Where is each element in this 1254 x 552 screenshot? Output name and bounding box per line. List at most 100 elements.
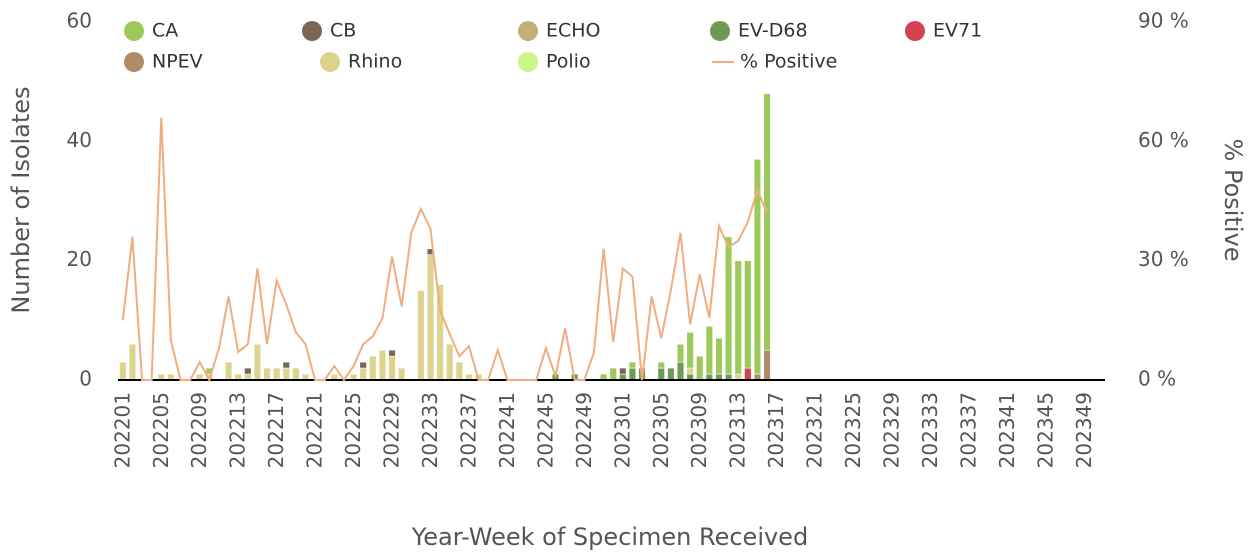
bar-segment	[119, 361, 127, 381]
bar-segment	[667, 367, 675, 381]
x-tick-label: 202333	[918, 392, 942, 468]
line-series	[121, 117, 768, 383]
bar-segment	[369, 355, 377, 381]
legend-marker	[710, 21, 730, 41]
y-tick-label: 40	[67, 128, 92, 152]
x-tick-label: 202305	[649, 392, 673, 468]
y2-tick-label: 30 %	[1138, 247, 1189, 271]
bar-segment	[253, 343, 262, 381]
legend-label: CB	[330, 20, 356, 42]
bar-segment	[388, 349, 396, 357]
legend-marker	[518, 21, 538, 41]
legend-marker	[905, 21, 925, 41]
legend-label: % Positive	[740, 51, 837, 73]
bar-segment	[676, 343, 685, 363]
x-tick-label: 202217	[264, 392, 288, 468]
bar-segment	[619, 367, 627, 375]
legend-label: Polio	[546, 51, 591, 73]
bar-segment	[446, 343, 454, 381]
bar-segment	[388, 355, 396, 381]
bar-segment	[724, 236, 733, 375]
legend-label: EV-D68	[738, 20, 808, 42]
bar-segment	[359, 367, 367, 381]
y2-tick-label: 60 %	[1138, 128, 1189, 152]
x-tick-label: 202201	[110, 392, 134, 468]
bar-segment	[282, 367, 290, 381]
legend-item: EV-D68	[710, 20, 808, 42]
bar-segment	[686, 331, 694, 369]
x-tick-label: 202317	[764, 392, 788, 468]
legend-item: CB	[302, 20, 356, 42]
x-tick-label: 202325	[841, 392, 865, 468]
legend-marker	[124, 52, 144, 72]
y-axis-title: Number of Isolates	[7, 86, 35, 313]
bar-segment	[734, 260, 742, 375]
bar-segment	[426, 254, 435, 381]
bar-segment	[628, 367, 637, 381]
bar-segment	[282, 361, 290, 369]
legend-item: Rhino	[320, 51, 402, 73]
x-tick-label: 202345	[1033, 392, 1057, 468]
legend-item: % Positive	[712, 51, 837, 73]
bar-segment	[455, 361, 464, 381]
bar-segment	[128, 343, 137, 381]
bar-segment	[686, 367, 694, 375]
x-tick-label: 202301	[610, 392, 634, 468]
y-tick-label: 20	[67, 247, 92, 271]
bar-segment	[657, 361, 665, 369]
x-tick-label: 202349	[1072, 392, 1096, 468]
x-tick-label: 202213	[226, 392, 250, 468]
bar-segment	[763, 349, 771, 381]
x-tick-label: 202233	[418, 392, 442, 468]
bar-segment	[244, 367, 252, 375]
legend-marker	[518, 52, 538, 72]
bar-segment	[378, 349, 387, 381]
x-tick-label: 202321	[803, 392, 827, 468]
bar-segment	[359, 361, 367, 369]
bar-segment	[397, 367, 406, 381]
bar-segment	[705, 325, 714, 375]
legend-label: Rhino	[348, 51, 402, 73]
x-tick-label: 202249	[572, 392, 596, 468]
y-tick-label: 60	[67, 9, 92, 33]
bar-segment	[292, 367, 300, 381]
legend-item: Polio	[518, 51, 591, 73]
x-tick-label: 202225	[341, 392, 365, 468]
bar-segment	[753, 158, 762, 375]
x-tick-label: 202309	[687, 392, 711, 468]
x-tick-label: 202205	[149, 392, 173, 468]
bar-segment	[744, 367, 752, 381]
x-tick-label: 202341	[995, 392, 1019, 468]
bar-segment	[609, 367, 617, 381]
y-tick-label: 0	[79, 367, 92, 391]
legend-label: NPEV	[152, 51, 203, 73]
legend-label: EV71	[933, 20, 982, 42]
bar-segment	[263, 367, 271, 381]
legend-marker	[302, 21, 322, 41]
bar-segment	[272, 367, 281, 381]
bar-segment	[657, 367, 665, 381]
bar-segment	[628, 361, 637, 369]
x-tick-label: 202237	[456, 392, 480, 468]
bar-segment	[763, 93, 771, 351]
legend-marker	[124, 21, 144, 41]
legend-label: CA	[152, 20, 178, 42]
x-tick-label: 202221	[303, 392, 327, 468]
legend-item: ECHO	[518, 20, 601, 42]
x-tick-label: 202229	[380, 392, 404, 468]
legend-label: ECHO	[546, 20, 601, 42]
bar-segment	[417, 290, 425, 381]
bar-segment	[715, 337, 723, 375]
bar-segment	[744, 260, 752, 369]
bar-segment	[696, 355, 704, 381]
legend-marker	[320, 52, 340, 72]
x-tick-label: 202241	[495, 392, 519, 468]
legend-item: EV71	[905, 20, 982, 42]
y2-tick-label: 0 %	[1138, 367, 1176, 391]
x-tick-label: 202337	[956, 392, 980, 468]
y2-axis-title: % Positive	[1219, 139, 1247, 262]
bar-segment	[224, 361, 233, 381]
bar-segment	[676, 361, 685, 381]
legend-item: CA	[124, 20, 178, 42]
